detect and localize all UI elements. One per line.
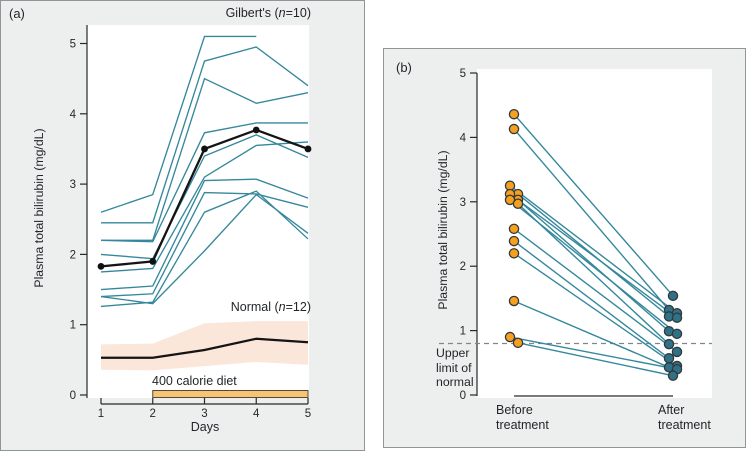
before-dot	[512, 198, 524, 209]
normal-label-pre: Normal (	[230, 300, 279, 314]
after-dot	[671, 312, 683, 323]
x-tick-label: 4	[253, 408, 260, 420]
pair-line	[509, 193, 678, 319]
after-dot	[667, 370, 679, 381]
pair-line	[513, 113, 674, 297]
gilberts-mean-point	[304, 145, 312, 153]
diet-bar-label: 400 calorie diet	[152, 374, 237, 388]
y-tick-label: 3	[70, 179, 76, 191]
patient-line	[100, 35, 257, 213]
chart-b-y-axis-label: Plasma total bilirubin (mg/dL)	[436, 150, 450, 310]
pair-line	[509, 185, 678, 314]
normal-mean-line	[101, 337, 309, 359]
upper-limit-line-2: limit of	[436, 360, 472, 375]
y-tick-label: 2	[70, 249, 76, 261]
y-tick-label: 4	[70, 109, 77, 121]
x-tick-label: 2	[150, 408, 156, 420]
chart-a-title: Gilbert's (n=10)	[226, 6, 311, 20]
after-dot	[663, 353, 675, 364]
pair-line	[509, 336, 678, 370]
chart-b-svg: 0 1 2 3 4 5	[439, 68, 712, 402]
panel-a-tag: (a)	[9, 6, 25, 21]
after-dot	[671, 346, 683, 358]
y-tick-label: 3	[460, 197, 466, 209]
before-dot	[508, 123, 520, 135]
after-dot	[671, 328, 683, 340]
y-tick-label: 1	[70, 320, 76, 332]
y-tick-label: 0	[460, 390, 466, 402]
x-tick-label: 1	[98, 408, 104, 420]
chart-a-title-pre: Gilbert's (	[225, 6, 279, 20]
y-tick-label: 0	[70, 390, 76, 402]
pair-line	[513, 128, 670, 311]
patient-line	[100, 141, 309, 273]
y-tick-label: 1	[460, 326, 466, 338]
patient-line	[100, 190, 309, 308]
before-dot	[508, 248, 520, 259]
pair-line	[517, 199, 670, 332]
before-dot	[508, 108, 520, 120]
patient-line	[100, 178, 309, 291]
patient-line	[101, 46, 309, 224]
gilberts-mean-point	[201, 145, 208, 153]
before-treatment-label: Before treatment	[496, 403, 549, 432]
before-dot	[508, 223, 520, 235]
patient-line	[101, 77, 309, 242]
y-tick-label: 2	[460, 261, 466, 273]
diet-bar	[152, 390, 309, 398]
after-dot	[663, 338, 675, 350]
after-dot	[667, 290, 679, 302]
pair-line	[513, 300, 670, 368]
panel-b-tag: (b)	[396, 60, 412, 75]
gilberts-mean-point	[252, 126, 260, 134]
normal-band-label: Normal (n=12)	[231, 300, 311, 314]
pair-line	[517, 203, 670, 345]
normal-label-post: =12)	[285, 300, 311, 314]
patient-line	[100, 191, 309, 298]
y-tick-label: 5	[70, 39, 76, 51]
y-tick-label: 5	[460, 68, 466, 80]
chart-a-title-post: =10)	[285, 6, 311, 20]
after-treatment-label: After treatment	[658, 403, 711, 432]
gilberts-mean-point	[149, 258, 157, 265]
normal-label-n: n	[278, 300, 286, 314]
chart-a-x-axis-label: Days	[190, 420, 220, 434]
pair-line	[517, 342, 674, 377]
upper-limit-annotation: Upper limit of normal	[436, 346, 474, 390]
before-dot	[504, 331, 516, 343]
chart-a-y-axis-label: Plasma total bilirubin (mg/dL)	[32, 128, 46, 288]
panel-b: 0 1 2 3 4 5 (b) Plasma total bilirubin (mg/dL…	[383, 48, 746, 448]
x-tick-label: 3	[201, 408, 207, 420]
chart-a-svg: 0 1 2 3 4 5 1 2 3 4 5	[70, 25, 312, 420]
pair-line	[513, 228, 678, 353]
y-tick-label: 4	[460, 132, 467, 144]
before-dot	[512, 337, 524, 349]
pair-line	[513, 252, 678, 367]
x-tick-label: 5	[305, 408, 311, 420]
patient-line	[100, 122, 308, 243]
before-dot	[508, 295, 520, 307]
upper-limit-line-1: Upper	[436, 346, 470, 360]
before-dot	[508, 235, 520, 247]
gilberts-mean-point	[97, 262, 105, 270]
chart-a-title-n: n	[278, 6, 286, 20]
upper-limit-line-3: normal	[436, 375, 474, 389]
pair-line	[513, 240, 670, 359]
patient-line	[100, 134, 309, 260]
